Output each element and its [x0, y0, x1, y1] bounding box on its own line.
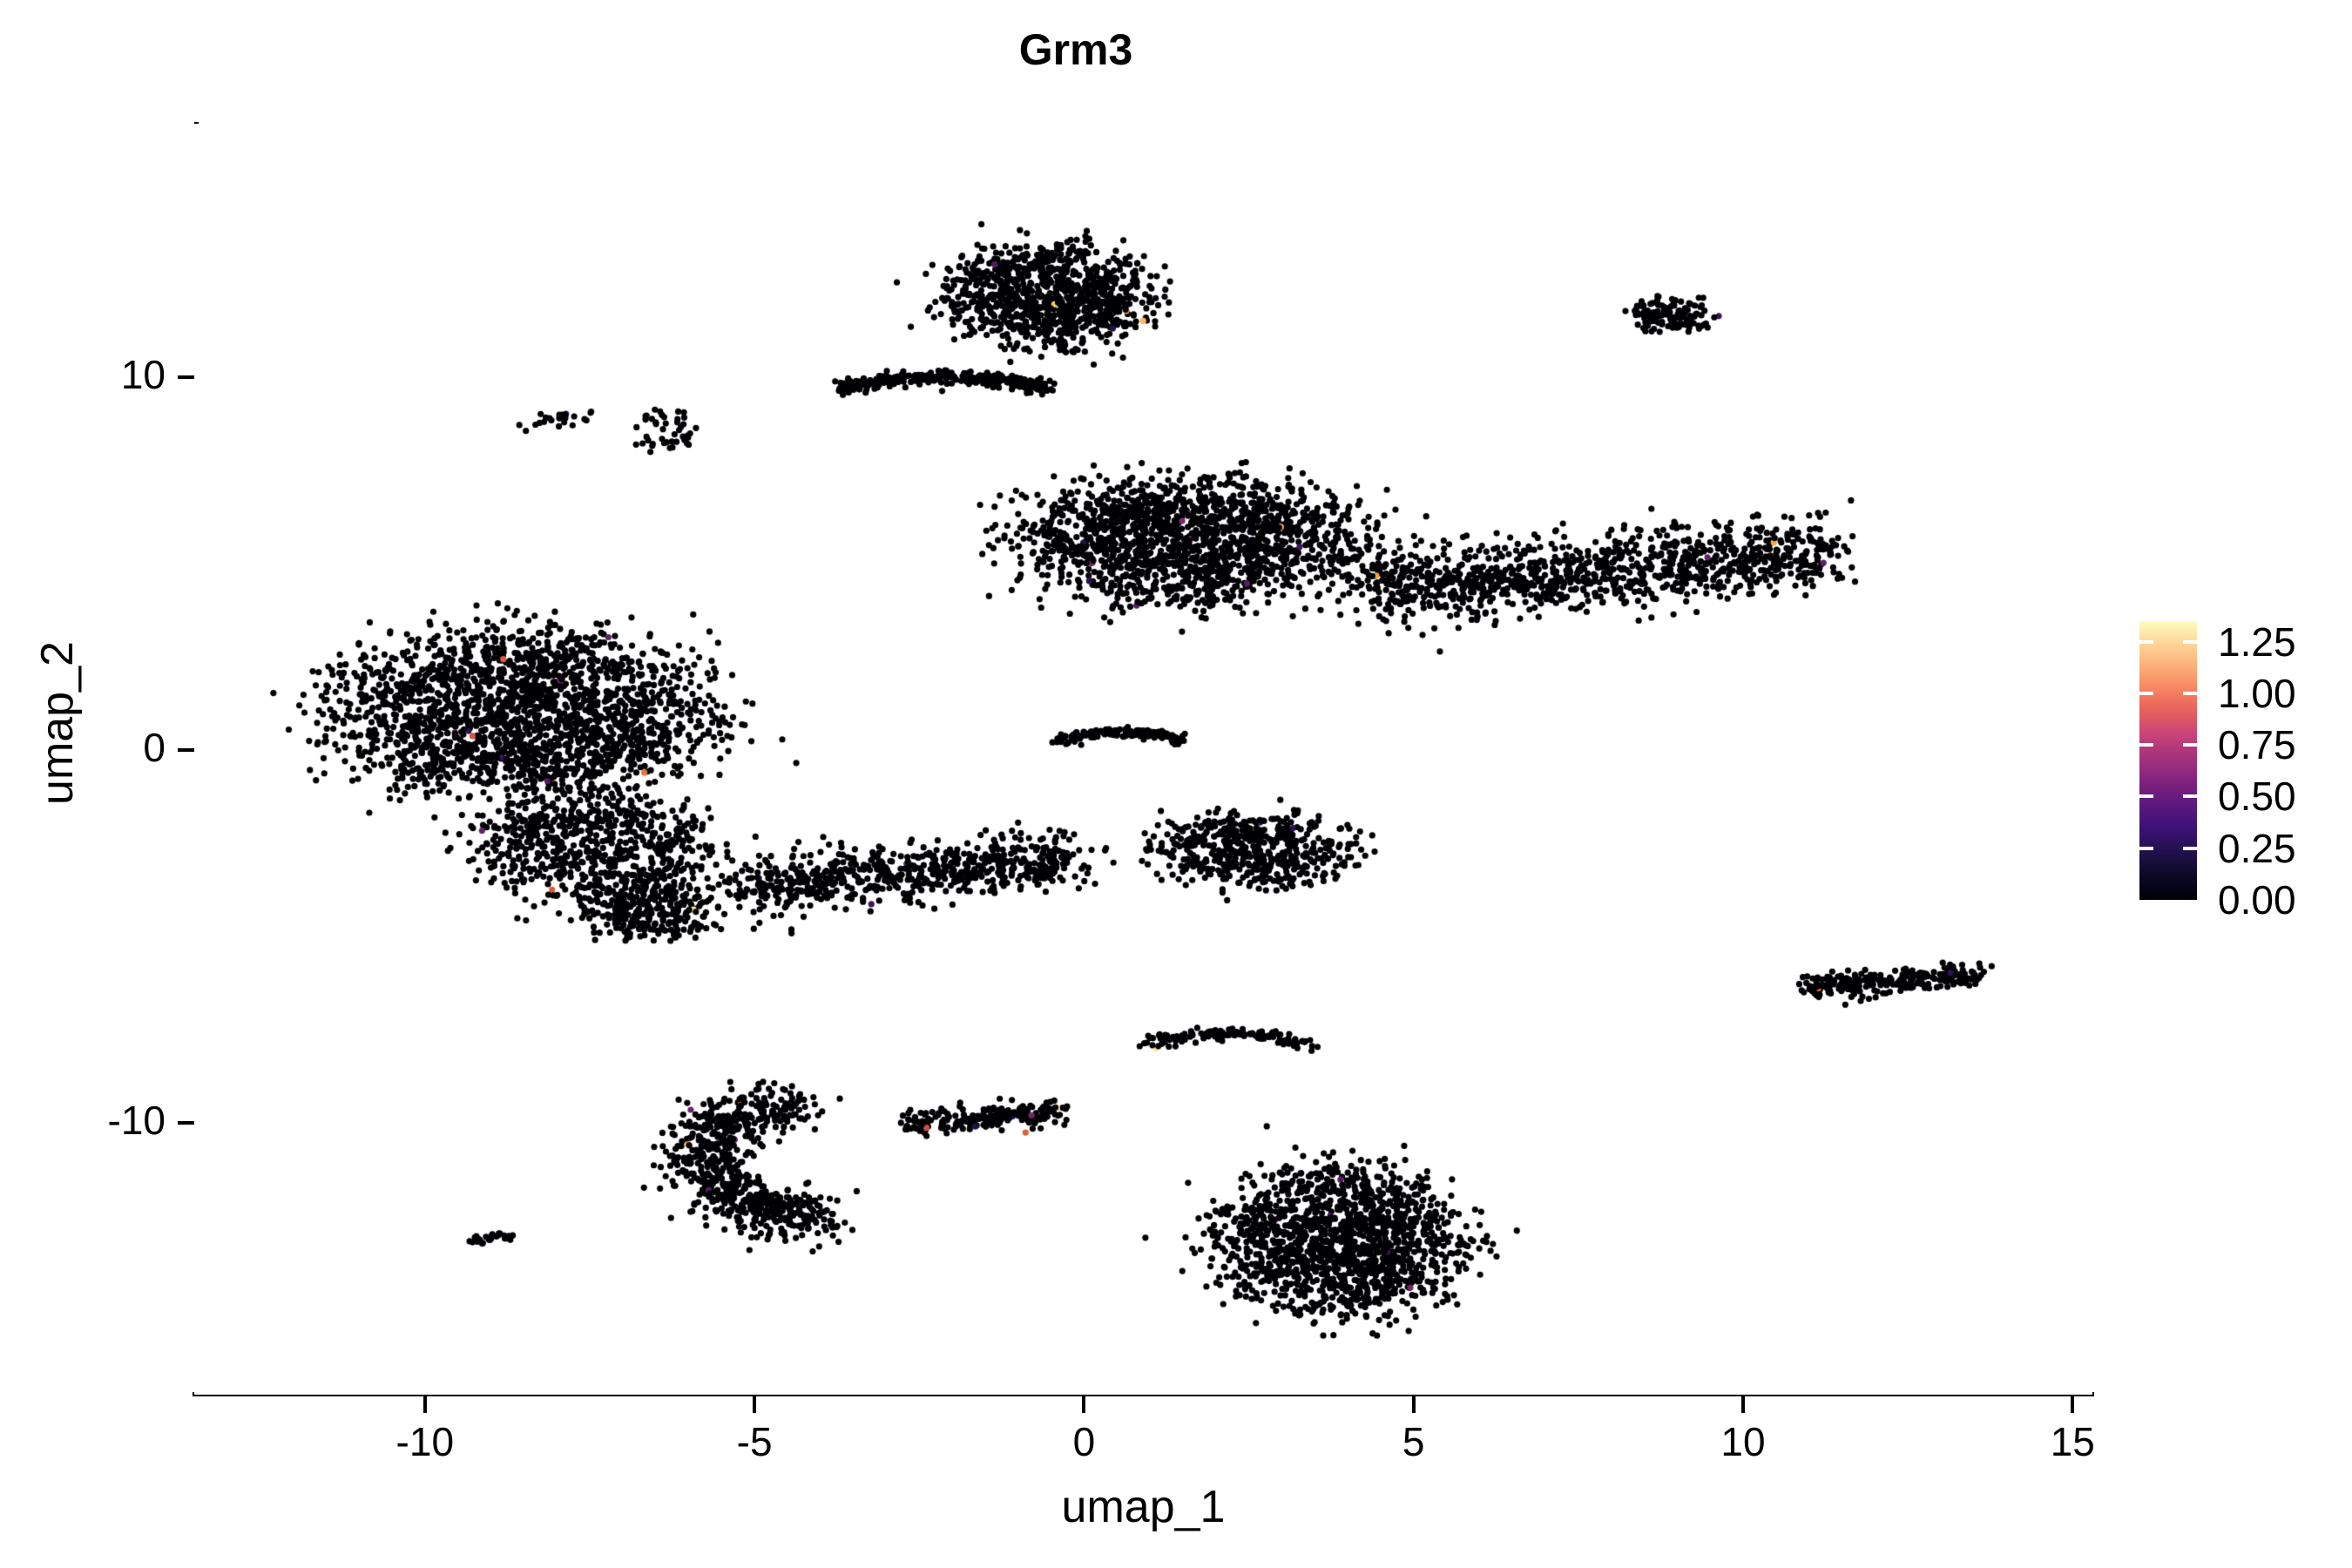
x-tick-label: 10 [1720, 1419, 1766, 1464]
y-tick-mark [178, 747, 194, 752]
colorbar-tick-mark [2139, 794, 2153, 799]
y-tick-label: -10 [107, 1097, 166, 1143]
colorbar-tick-mark [2139, 639, 2153, 644]
x-tick-mark [1411, 1396, 1416, 1413]
colorbar-tick-mark [2183, 846, 2197, 850]
x-tick-label: 5 [1402, 1419, 1425, 1464]
x-tick-mark [753, 1396, 757, 1413]
x-tick-label: 15 [2050, 1419, 2095, 1464]
x-tick-mark [1082, 1396, 1086, 1413]
colorbar-tick-mark [2139, 743, 2153, 747]
colorbar-tick-label: 0.25 [2218, 825, 2296, 871]
colorbar-tick-mark [2139, 691, 2153, 695]
colorbar-tick-mark [2183, 691, 2197, 695]
colorbar-tick-label: 0.75 [2218, 722, 2296, 768]
colorbar-tick-mark [2183, 639, 2197, 644]
plot-panel [194, 124, 2092, 1395]
scatter-canvas [194, 124, 2092, 1395]
x-tick-mark [422, 1396, 427, 1413]
colorbar-gradient [2139, 621, 2197, 900]
x-tick-label: -5 [736, 1419, 773, 1464]
page-title: Grm3 [1018, 25, 1133, 74]
x-axis-label: umap_1 [1061, 1482, 1226, 1532]
y-tick-mark [178, 1120, 194, 1125]
colorbar-tick-mark [2183, 794, 2197, 799]
colorbar-tick-mark [2183, 743, 2197, 747]
y-tick-label: 10 [120, 351, 166, 397]
colorbar-tick-mark [2139, 846, 2153, 850]
colorbar-tick-label: 1.00 [2218, 670, 2296, 716]
y-axis-label: umap_2 [32, 641, 83, 805]
x-tick-mark [1741, 1396, 1745, 1413]
colorbar-tick-label: 0.50 [2218, 774, 2296, 820]
colorbar-tick-label: 0.00 [2218, 877, 2296, 923]
x-tick-label: -10 [395, 1419, 455, 1464]
y-tick-label: 0 [143, 724, 166, 770]
scatter-layer [194, 124, 2092, 1395]
colorbar-tick-label: 1.25 [2218, 618, 2296, 665]
y-tick-mark [178, 375, 194, 379]
x-tick-mark [2071, 1396, 2075, 1413]
x-tick-label: 0 [1072, 1419, 1096, 1464]
